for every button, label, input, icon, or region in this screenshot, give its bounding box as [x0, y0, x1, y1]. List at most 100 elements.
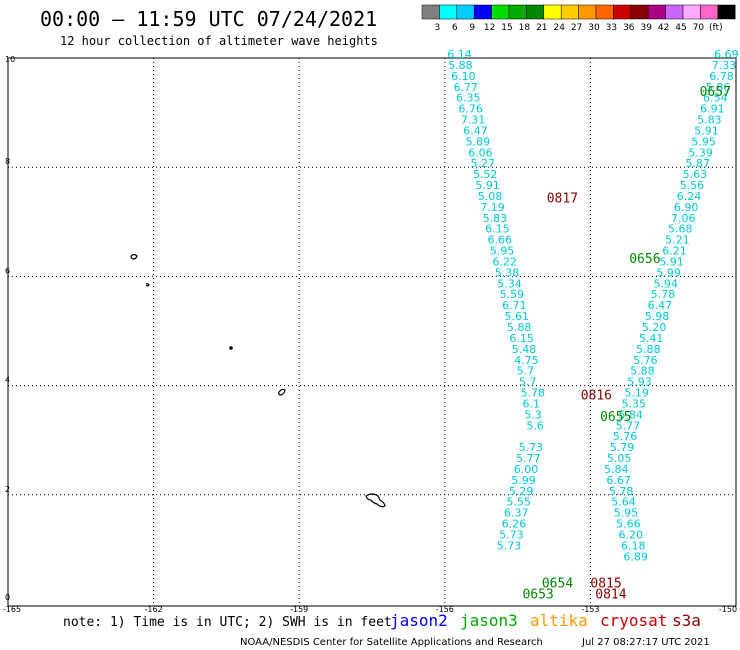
wave-height-value: 6.37 [504, 507, 529, 520]
wave-height-value: 5.91 [694, 124, 719, 137]
satellite-name-jason3: jason3 [460, 611, 518, 630]
wave-height-value: 5.99 [656, 266, 681, 279]
legend-label: (ft) [709, 23, 723, 33]
island-kingman [145, 283, 150, 287]
wave-height-value: 5.94 [653, 277, 678, 290]
wave-height-value: 5.84 [619, 408, 644, 421]
wave-height-value: 5.73 [519, 441, 544, 454]
wave-height-value: 6.21 [662, 245, 687, 258]
wave-height-value: 6.47 [463, 124, 488, 137]
wave-height-value: 6.00 [514, 463, 539, 476]
wave-height-value: 5.20 [642, 321, 667, 334]
wave-height-value: 5.55 [506, 496, 531, 509]
satellite-name-s3a: s3a [672, 611, 701, 630]
longitude-tick-label: -165 [3, 605, 21, 614]
wave-height-value: 6.26 [502, 518, 526, 531]
legend-label: 12 [484, 23, 495, 33]
satellite-name-jason2: jason2 [390, 611, 448, 630]
longitude-tick-label: -162 [145, 605, 163, 614]
wave-height-value: 4.75 [514, 354, 539, 367]
wave-height-value: 5.29 [509, 485, 534, 498]
wave-height-value: 5.88 [507, 321, 532, 334]
wave-height-value: 6.24 [677, 190, 702, 203]
wave-height-value: 5.83 [483, 212, 508, 225]
wave-height-value: 7.06 [671, 212, 696, 225]
legend-swatch [595, 4, 614, 20]
map-title: 00:00 — 11:59 UTC 07/24/2021 [40, 7, 377, 31]
satellite-name-altika: altika [530, 611, 588, 630]
pass-label: 0653 [522, 588, 553, 603]
legend-swatch [491, 4, 510, 20]
wave-height-value: 6.71 [502, 299, 527, 312]
latitude-tick-label: 8 [5, 157, 10, 166]
longitude-tick-label: -150 [719, 605, 737, 614]
footer-note: note: 1) Time is in UTC; 2) SWH is in fe… [63, 615, 392, 630]
wave-height-value: 5.78 [609, 485, 634, 498]
wave-height-value: 5.91 [475, 179, 500, 192]
wave-height-value: 5.73 [499, 528, 524, 541]
islands [130, 253, 386, 508]
track-a: 6.145.886.106.776.356.767.316.475.896.06… [447, 48, 545, 432]
wave-height-value: 5.91 [659, 255, 684, 268]
wave-height-value: 5.59 [500, 288, 525, 301]
altimeter-tracks: 6.145.886.106.776.356.767.316.475.896.06… [447, 48, 738, 563]
legend-swatch [421, 4, 440, 20]
legend-label: 24 [553, 23, 565, 33]
legend-swatch [700, 4, 719, 20]
legend-label: 27 [571, 23, 582, 33]
island-small [229, 346, 233, 350]
map-subtitle: 12 hour collection of altimeter wave hei… [60, 34, 378, 48]
legend-label: 3 [435, 23, 441, 33]
wave-height-value: 5.88 [448, 59, 473, 72]
wave-height-value: 5.89 [466, 135, 491, 148]
pass-label: 0817 [547, 192, 578, 207]
graticule [8, 58, 736, 604]
longitude-tick-label: -156 [436, 605, 454, 614]
wave-height-value: 6.67 [606, 474, 631, 487]
wave-height-value: 7.19 [480, 201, 505, 214]
wave-height-value: 5.73 [497, 539, 522, 552]
legend-swatch [647, 4, 666, 20]
legend-label: 21 [536, 23, 547, 33]
wave-height-value: 5.68 [668, 223, 693, 236]
island-palmyra [130, 253, 138, 260]
wave-height-value: 5.56 [680, 179, 705, 192]
wave-height-value: 5.08 [478, 190, 503, 203]
wave-height-value: 5.95 [614, 507, 639, 520]
legend-swatch [665, 4, 684, 20]
legend-label: 39 [640, 23, 652, 33]
wave-height-value: 5.48 [512, 343, 537, 356]
legend-label: 9 [469, 23, 475, 33]
longitude-tick-label: -153 [581, 605, 599, 614]
latitude-tick-label: 2 [5, 485, 10, 494]
pass-label: 0657 [700, 85, 731, 100]
wave-height-value: 5.99 [511, 474, 535, 487]
wave-height-value: 5.21 [665, 234, 690, 247]
wave-height-value: 5.52 [473, 168, 498, 181]
wave-height-value: 5.63 [683, 168, 708, 181]
wave-height-value: 6.15 [485, 223, 510, 236]
pass-label: 0656 [629, 252, 660, 267]
legend-swatch [682, 4, 701, 20]
wave-height-value: 5.98 [645, 310, 670, 323]
wave-height-value: 5.77 [616, 419, 641, 432]
wave-height-value: 6.78 [709, 70, 734, 83]
wave-height-value: 5.77 [516, 452, 541, 465]
longitude-ticks: -165 -162 -159 -156 -153 -150 [3, 605, 737, 614]
wave-height-value: 7.31 [461, 114, 486, 127]
wave-height-value: 6.22 [492, 255, 517, 268]
wave-height-value: 5.7 [517, 365, 535, 378]
wave-height-value: 5.83 [697, 114, 722, 127]
track-c: 6.697.336.785.866.546.915.835.915.955.39… [604, 48, 739, 476]
legend-label: 15 [501, 23, 512, 33]
legend-label: 30 [588, 23, 600, 33]
footer-credit: NOAA/NESDIS Center for Satellite Applica… [240, 637, 543, 648]
latitude-ticks: 0 2 4 6 8 10 [5, 55, 15, 602]
wave-height-value: 6.47 [648, 299, 673, 312]
wave-height-value: 6.10 [451, 70, 476, 83]
wave-height-value: 6.76 [458, 103, 483, 116]
wave-height-value: 5.05 [607, 452, 632, 465]
legend-swatch [613, 4, 632, 20]
pass-label: 0654 [542, 577, 573, 592]
